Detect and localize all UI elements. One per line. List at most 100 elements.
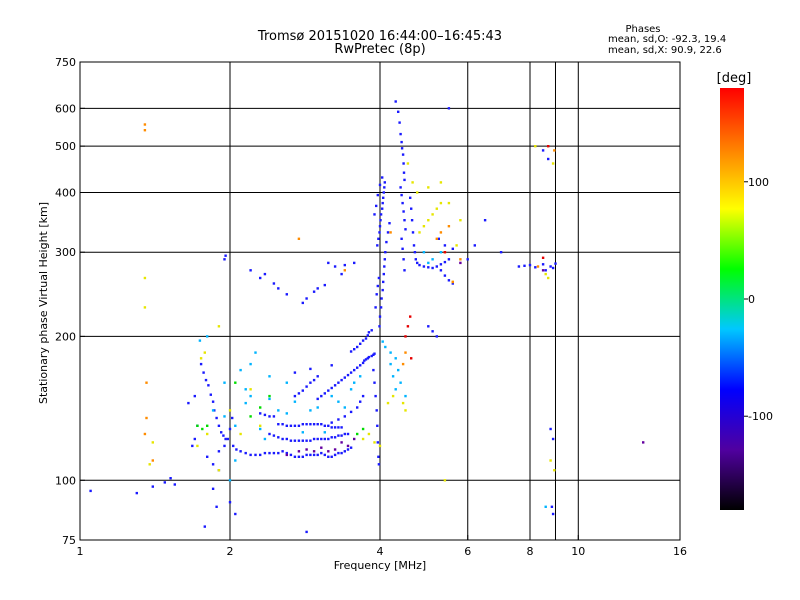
data-point [343, 415, 346, 418]
data-point [381, 176, 384, 179]
data-point [394, 357, 397, 360]
data-point [443, 244, 447, 247]
x-tick-label: 2 [227, 545, 234, 558]
data-points [89, 100, 645, 534]
data-point [406, 162, 410, 165]
data-point [376, 284, 379, 288]
data-point [435, 265, 438, 268]
data-point [259, 412, 262, 415]
data-point [217, 450, 221, 453]
data-point [281, 423, 284, 426]
data-point [356, 432, 359, 436]
data-point [547, 145, 550, 148]
data-point [528, 263, 532, 267]
data-point [447, 107, 451, 110]
data-point [382, 191, 385, 194]
data-point [211, 400, 215, 403]
data-point [349, 350, 353, 353]
data-point [394, 388, 397, 391]
y-tick-label: 200 [55, 330, 76, 343]
data-point [268, 394, 271, 398]
data-point [381, 201, 384, 205]
data-point [320, 446, 323, 449]
data-point [382, 272, 385, 276]
data-point [337, 400, 340, 403]
data-point [277, 451, 280, 455]
data-point [333, 384, 337, 387]
data-point [376, 441, 379, 444]
data-point [544, 269, 547, 272]
data-point [305, 297, 308, 300]
data-point [285, 451, 288, 455]
data-point [383, 265, 386, 268]
data-point [143, 129, 147, 132]
data-point [349, 410, 353, 414]
data-point [523, 264, 526, 267]
data-point [301, 301, 304, 305]
data-point [400, 237, 403, 240]
data-point [400, 140, 403, 144]
data-point [316, 397, 319, 401]
data-point [151, 441, 154, 444]
data-point [312, 378, 316, 382]
data-point [316, 437, 319, 441]
data-point [320, 437, 323, 441]
data-point [320, 451, 323, 455]
data-point [378, 183, 382, 187]
data-point [337, 418, 340, 421]
data-point [364, 358, 368, 361]
y-tick-label: 750 [55, 56, 76, 69]
data-point [203, 351, 206, 354]
data-point [642, 441, 645, 444]
data-point [217, 469, 221, 472]
data-point [541, 256, 545, 259]
data-point [312, 453, 316, 457]
data-point [534, 266, 537, 269]
data-point [343, 406, 346, 409]
data-point [254, 453, 257, 457]
data-point [277, 436, 280, 439]
data-point [285, 412, 288, 415]
data-point [443, 251, 447, 254]
x-tick-label: 6 [464, 545, 471, 558]
data-point [534, 145, 537, 148]
data-point [383, 186, 386, 189]
data-point [151, 485, 154, 488]
data-point [272, 434, 276, 437]
data-point [377, 237, 380, 240]
data-point [293, 424, 297, 427]
data-point [400, 147, 404, 150]
data-point [451, 280, 454, 284]
data-point [363, 359, 366, 362]
data-point [389, 231, 392, 234]
data-point [305, 423, 308, 426]
data-point [235, 448, 238, 451]
data-point [244, 451, 247, 455]
colorbar-label: [deg] [717, 71, 752, 86]
data-point [536, 265, 540, 268]
data-point [549, 459, 552, 462]
data-point [215, 416, 218, 420]
data-point [320, 423, 323, 426]
x-axis-label: Frequency [MHz] [334, 559, 426, 572]
data-point [297, 450, 301, 453]
data-point [401, 201, 404, 205]
data-point [224, 437, 227, 441]
data-point [378, 444, 382, 448]
data-point [333, 436, 337, 439]
data-point [343, 450, 346, 453]
data-point [281, 450, 284, 453]
data-point [268, 375, 271, 378]
data-point [353, 368, 356, 372]
data-point [259, 276, 262, 280]
data-point [376, 244, 379, 247]
data-point [143, 432, 147, 436]
data-point [427, 219, 430, 222]
data-point [263, 413, 267, 417]
data-point [459, 261, 462, 265]
colorbar-ticks: -100 0 100 [744, 176, 773, 423]
data-point [553, 149, 556, 152]
data-point [217, 424, 221, 427]
data-point [551, 512, 555, 516]
data-point [346, 373, 350, 377]
